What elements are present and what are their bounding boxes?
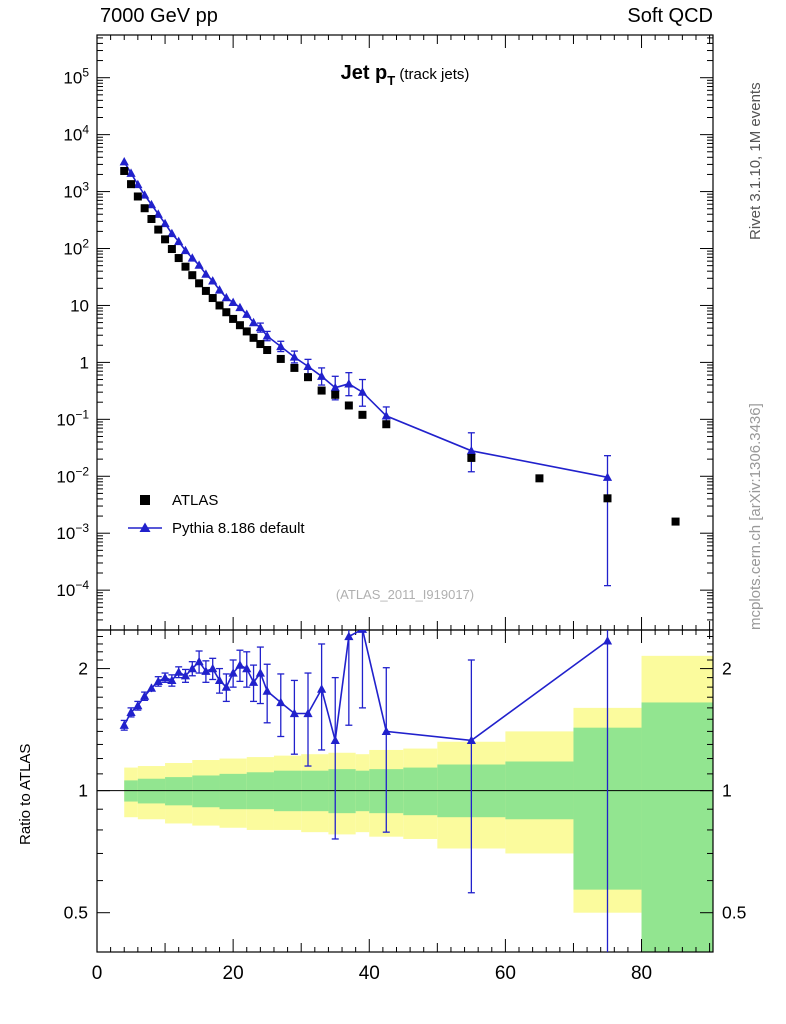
legend: ATLAS Pythia 8.186 default [127,486,305,542]
plot-title-paren: (track jets) [395,66,470,83]
legend-item-atlas: ATLAS [127,486,305,514]
svg-text:0.5: 0.5 [64,903,88,923]
svg-text:102: 102 [63,237,89,259]
ratio-panel-series [119,630,613,952]
mcplots-citation-note: mcplots.cern.ch [arXiv:1306.3436] [747,403,764,630]
svg-text:40: 40 [359,963,380,984]
legend-label-atlas: ATLAS [172,491,219,509]
svg-text:1: 1 [722,781,732,801]
svg-text:1: 1 [80,353,89,372]
plot-title-subscript: T [387,73,396,88]
svg-text:10−3: 10−3 [56,521,89,543]
svg-text:2: 2 [78,659,88,679]
svg-text:20: 20 [223,963,244,984]
svg-text:0: 0 [92,963,103,984]
plot-title-text: Jet p [340,62,388,84]
pythia-triangle-line-marker-icon [127,520,163,536]
svg-text:10−4: 10−4 [56,578,89,600]
axis-tick-labels: 0 20 40 60 80 10−4 10−3 10−2 10−1 1 10 102 103 104 105… [56,66,746,984]
main-panel-series [119,156,680,587]
svg-text:103: 103 [63,180,89,202]
ratio-line [123,630,608,742]
svg-text:104: 104 [63,123,89,145]
legend-item-pythia: Pythia 8.186 default [127,514,305,542]
rivet-version-note: Rivet 3.1.10, 1M events [747,82,764,240]
analysis-id-watermark: (ATLAS_2011_I919017) [335,587,475,602]
legend-label-pythia: Pythia 8.186 default [172,519,305,537]
svg-text:60: 60 [495,963,516,984]
svg-text:1: 1 [78,781,88,801]
pythia-line [123,161,608,479]
ratio-axis-title: Ratio to ATLAS [17,743,34,845]
axis-ticks [96,35,713,953]
svg-text:0.5: 0.5 [722,903,746,923]
svg-text:10: 10 [70,296,89,315]
svg-text:10−1: 10−1 [56,407,89,429]
beam-energy-label: 7000 GeV pp [100,5,218,27]
svg-text:2: 2 [722,659,732,679]
svg-text:10−2: 10−2 [56,464,89,486]
process-group-label: Soft QCD [627,5,713,27]
ratio-uncertainty-bands [124,655,713,952]
plot-title: Jet pT (track jets) [97,62,713,88]
svg-text:80: 80 [631,963,652,984]
svg-text:105: 105 [63,66,89,88]
atlas-square-marker-icon [127,492,163,508]
